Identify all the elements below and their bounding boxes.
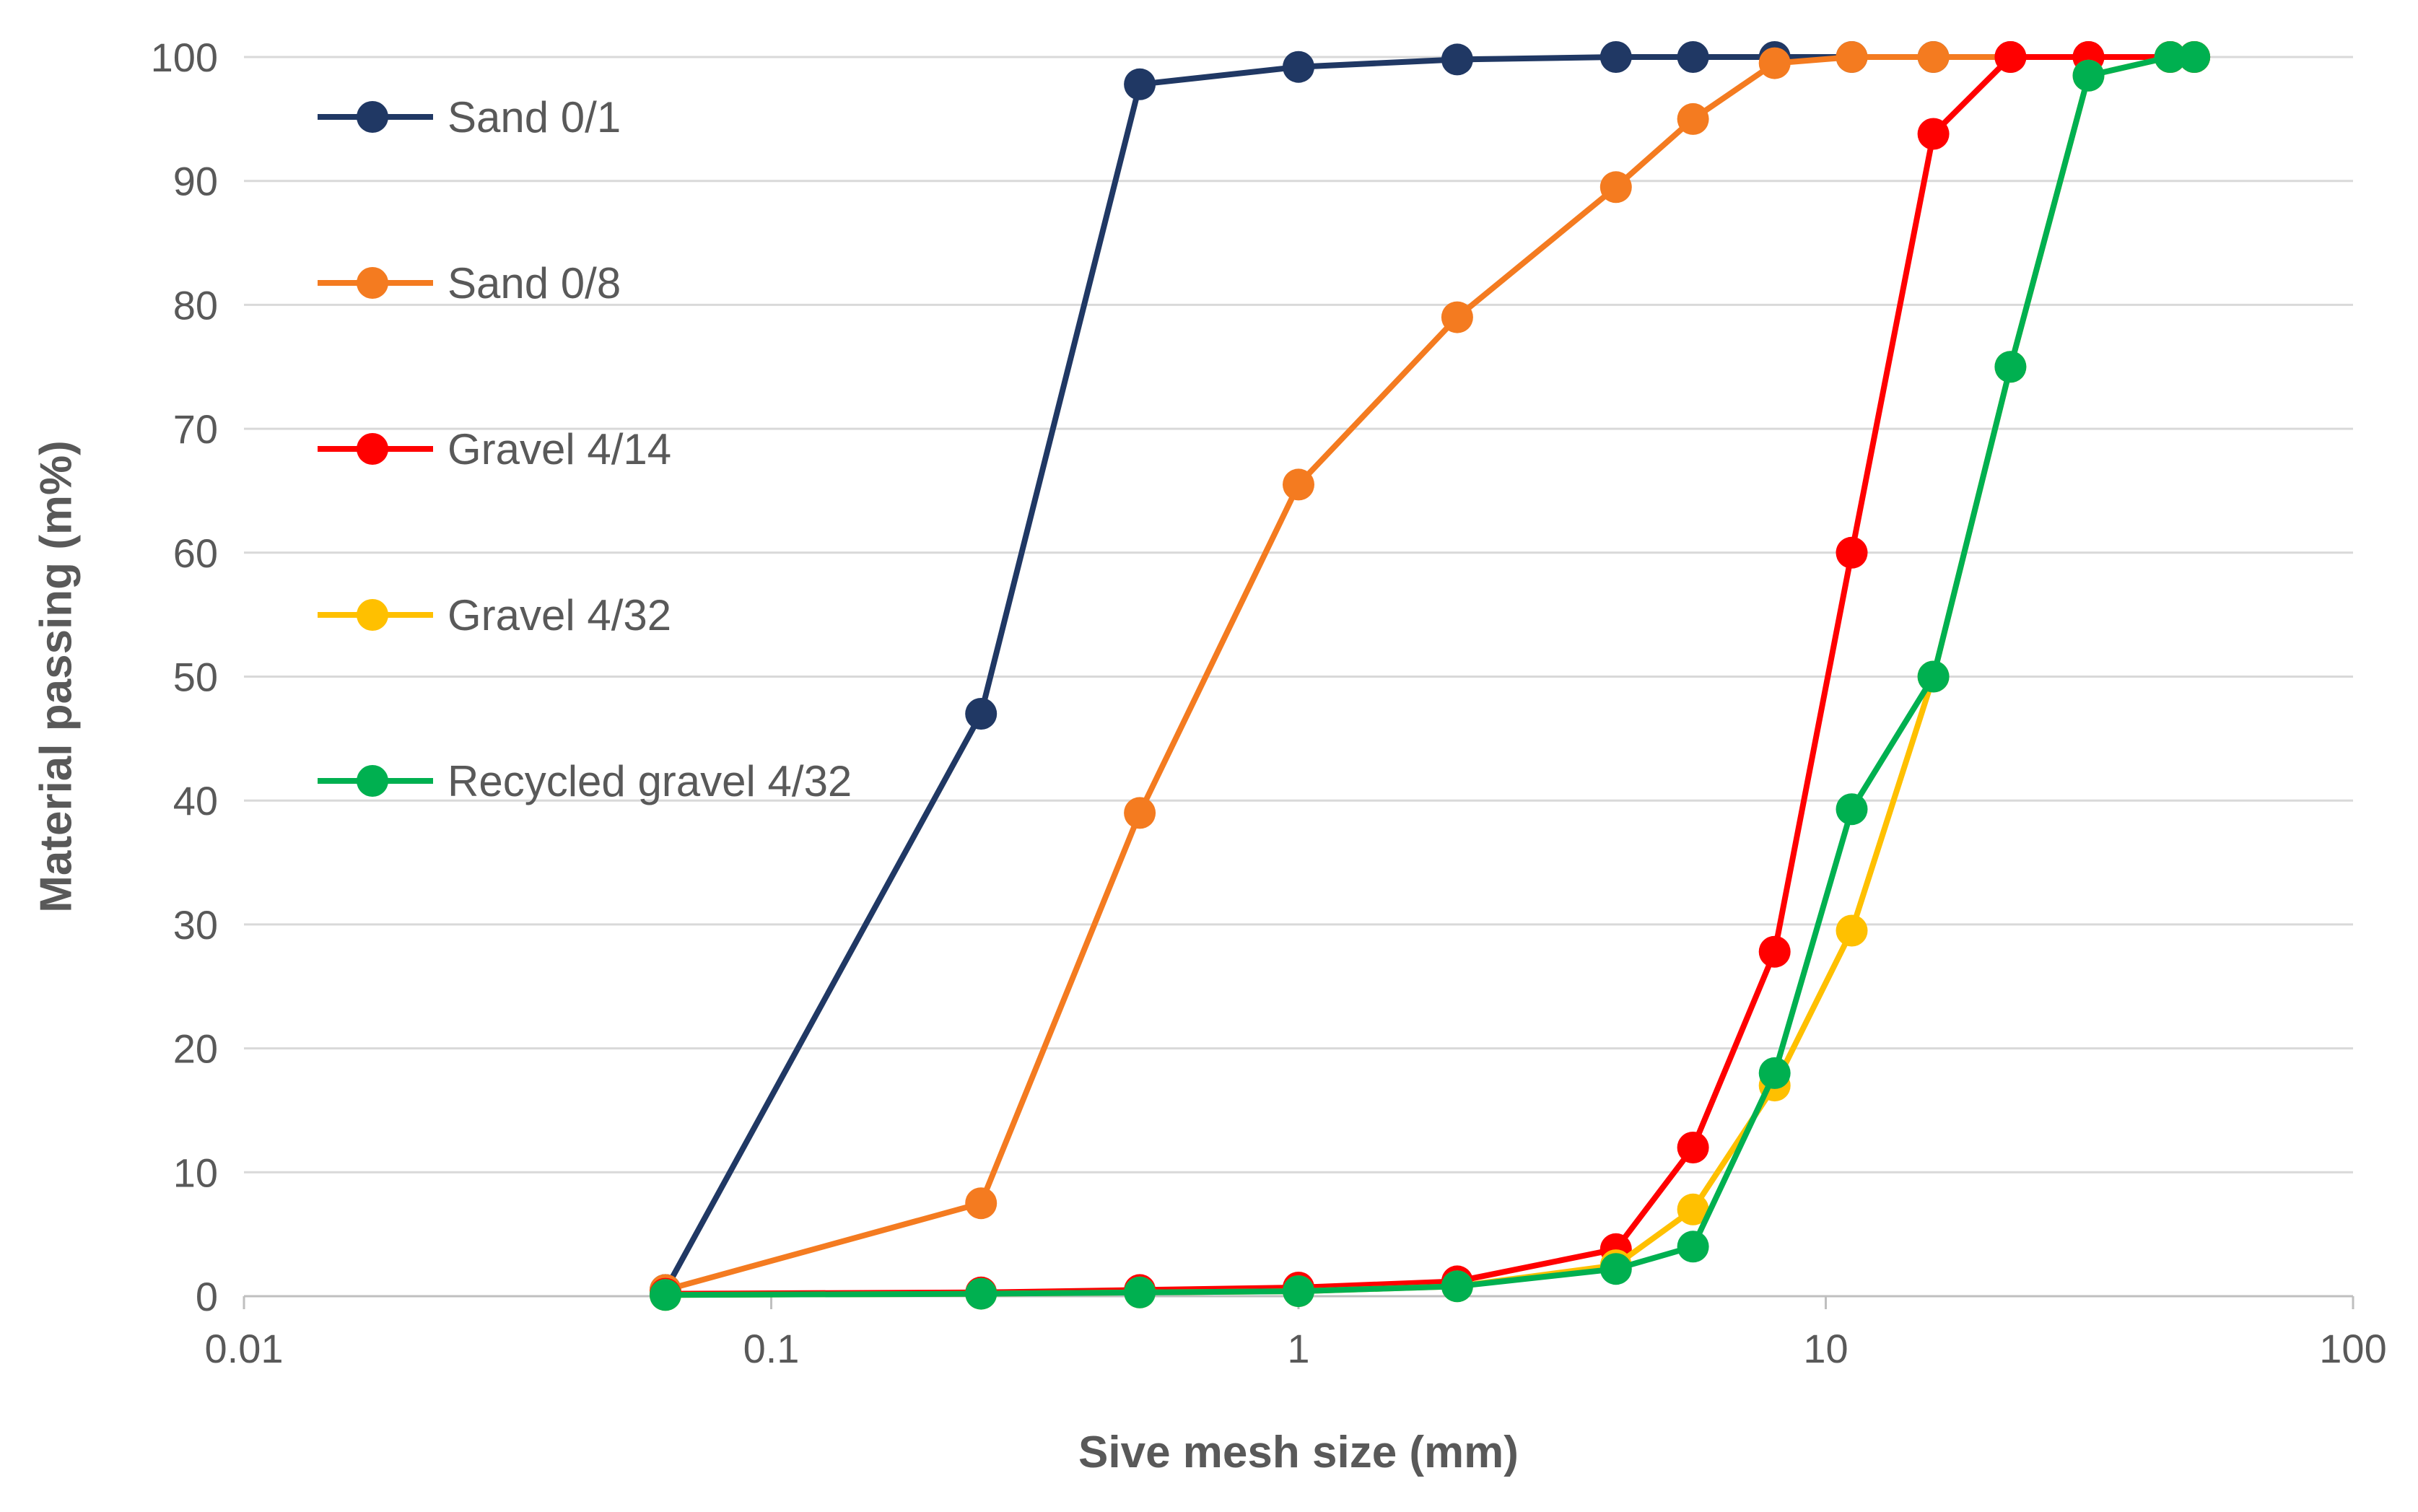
data-point bbox=[1758, 935, 1791, 968]
legend: Sand 0/1 Sand 0/8 Gravel 4/14 Gravel 4/32 Re… bbox=[318, 93, 852, 805]
data-point bbox=[965, 1277, 998, 1310]
y-tick-label: 30 bbox=[173, 902, 218, 948]
legend-marker bbox=[357, 433, 388, 465]
series-line bbox=[662, 54, 2198, 1293]
series-line bbox=[662, 54, 2198, 1298]
legend-marker bbox=[357, 101, 388, 133]
data-point bbox=[1599, 1253, 1632, 1285]
axes: 0 10 20 30 40 50 60 70 80 90 100 0.01 0.1 1 10 100 bbox=[151, 35, 2387, 1371]
data-point bbox=[1441, 43, 1473, 76]
x-tick-label: 0.1 bbox=[743, 1326, 800, 1371]
data-point bbox=[1917, 660, 1950, 693]
y-axis-title: Material passing (m%) bbox=[31, 440, 81, 913]
data-point bbox=[965, 698, 998, 730]
data-point bbox=[1677, 1193, 1709, 1225]
series-0 bbox=[649, 41, 2211, 1306]
y-tick-label: 100 bbox=[151, 35, 218, 80]
legend-entry: Recycled gravel 4/32 bbox=[318, 757, 852, 805]
data-point bbox=[1677, 41, 1709, 73]
data-point bbox=[1836, 536, 1868, 569]
data-point bbox=[965, 1187, 998, 1220]
y-tick-label: 10 bbox=[173, 1150, 218, 1195]
series-line bbox=[662, 54, 2198, 1293]
y-tick-label: 60 bbox=[173, 530, 218, 576]
y-tick-label: 40 bbox=[173, 778, 218, 823]
data-point bbox=[1758, 47, 1791, 79]
data-point bbox=[1994, 41, 2027, 73]
legend-marker bbox=[357, 599, 388, 631]
data-point bbox=[1917, 41, 1950, 73]
y-tick-label: 80 bbox=[173, 282, 218, 328]
data-point bbox=[1283, 468, 1314, 501]
data-point bbox=[2178, 41, 2211, 73]
data-point bbox=[1994, 351, 2027, 383]
data-point bbox=[1441, 301, 1473, 333]
data-point bbox=[1124, 797, 1156, 829]
data-point bbox=[1599, 41, 1632, 73]
data-point bbox=[649, 1279, 681, 1311]
x-tick-label: 1 bbox=[1287, 1326, 1309, 1371]
data-point bbox=[1677, 1132, 1709, 1163]
legend-label: Sand 0/1 bbox=[448, 93, 621, 141]
legend-entry: Gravel 4/14 bbox=[318, 425, 671, 473]
y-tick-label: 20 bbox=[173, 1026, 218, 1072]
legend-entry: Gravel 4/32 bbox=[318, 591, 671, 639]
series-4 bbox=[649, 41, 2211, 1311]
data-point bbox=[1836, 793, 1868, 826]
series-line bbox=[662, 54, 2198, 1297]
y-tick-label: 90 bbox=[173, 159, 218, 204]
data-point bbox=[1917, 118, 1950, 150]
x-tick-label: 0.01 bbox=[205, 1326, 284, 1371]
data-point bbox=[1124, 1276, 1156, 1308]
legend-marker bbox=[357, 267, 388, 299]
legend-marker bbox=[357, 765, 388, 797]
data-point bbox=[1758, 1057, 1791, 1089]
data-point bbox=[1283, 51, 1314, 83]
series-group bbox=[649, 41, 2211, 1311]
legend-entry: Sand 0/8 bbox=[318, 259, 621, 307]
legend-label: Recycled gravel 4/32 bbox=[448, 757, 852, 805]
legend-label: Gravel 4/32 bbox=[448, 591, 671, 639]
x-axis-title: Sive mesh size (mm) bbox=[1078, 1428, 1519, 1477]
data-point bbox=[1441, 1270, 1473, 1303]
legend-label: Sand 0/8 bbox=[448, 259, 621, 307]
data-point bbox=[1124, 68, 1156, 100]
legend-label: Gravel 4/14 bbox=[448, 425, 671, 473]
y-tick-label: 70 bbox=[173, 406, 218, 452]
data-point bbox=[2072, 59, 2105, 92]
data-point bbox=[1836, 914, 1868, 947]
x-tick-label: 100 bbox=[2319, 1326, 2386, 1371]
x-tick-label: 10 bbox=[1803, 1326, 1848, 1371]
legend-entry: Sand 0/1 bbox=[318, 93, 621, 141]
data-point bbox=[1677, 102, 1709, 135]
series-2 bbox=[649, 41, 2211, 1310]
y-tick-label: 50 bbox=[173, 655, 218, 700]
data-point bbox=[2154, 41, 2186, 73]
data-point bbox=[1599, 171, 1632, 204]
y-tick-label: 0 bbox=[196, 1274, 218, 1319]
data-point bbox=[1836, 41, 1868, 73]
series-1 bbox=[649, 41, 2211, 1306]
data-point bbox=[1283, 1275, 1314, 1308]
data-point bbox=[1677, 1231, 1709, 1263]
